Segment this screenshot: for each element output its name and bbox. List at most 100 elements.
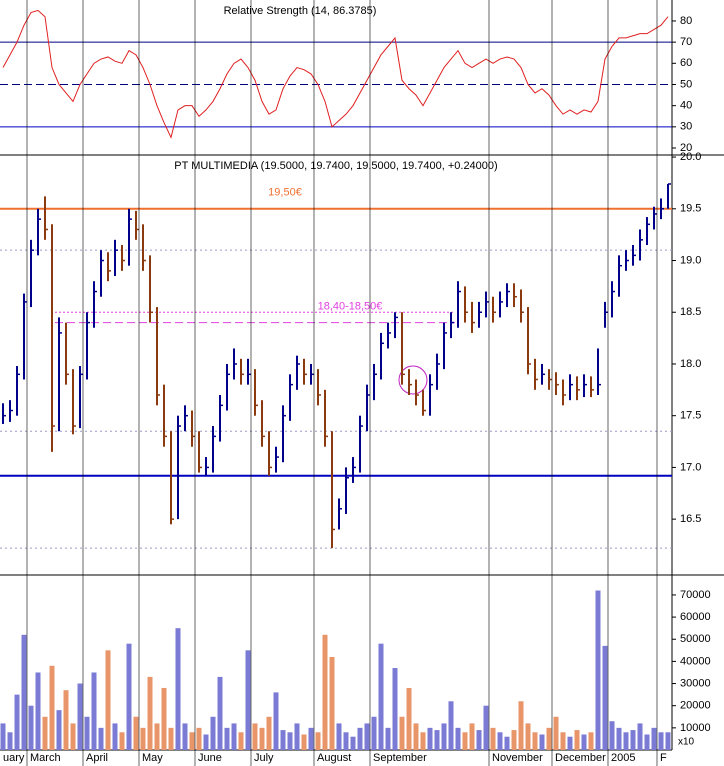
volume-bar [567, 736, 573, 750]
volume-bar [126, 643, 132, 750]
y-tick-label: 19.0 [680, 254, 701, 266]
volume-bar [448, 701, 454, 750]
y-tick-label: 20000 [680, 700, 711, 712]
volume-bar [539, 734, 545, 750]
volume-bar [196, 727, 202, 750]
volume-bar [595, 590, 601, 750]
level-label: 19,50€ [268, 187, 302, 199]
volume-bar [259, 727, 265, 750]
volume-bar [210, 716, 216, 750]
volume-bar [651, 727, 657, 750]
volume-bar [189, 732, 195, 750]
volume-bar [609, 721, 615, 750]
volume-bar [616, 727, 622, 750]
volume-bar [357, 727, 363, 750]
volume-bar [182, 723, 188, 750]
volume-bar [490, 727, 496, 750]
volume-bar [532, 732, 538, 750]
volume-bar [168, 727, 174, 750]
volume-bar [434, 730, 440, 750]
volume-bar [238, 732, 244, 750]
y-tick-label: 50000 [680, 633, 711, 645]
y-tick-label: 20.0 [680, 151, 701, 163]
volume-bar [560, 732, 566, 750]
volume-bar [28, 705, 34, 750]
level-label: 18,40-18,50€ [318, 300, 383, 312]
rsi-title: Relative Strength (14, 86.3785) [224, 5, 377, 17]
volume-bar [637, 723, 643, 750]
volume-bar [399, 716, 405, 750]
volume-bar [245, 650, 251, 750]
rsi-line [2, 9, 669, 139]
y-tick-label: 80 [680, 15, 692, 27]
volume-bar [665, 732, 671, 750]
x-tick-label: uary [3, 752, 25, 764]
volume-bar [392, 668, 398, 750]
volume-bar [0, 723, 6, 750]
volume-bar [553, 716, 559, 750]
volume-bar [98, 727, 104, 750]
x-tick-label: August [317, 752, 351, 764]
volume-bar [343, 732, 349, 750]
volume-bar [315, 732, 321, 750]
volume-bar [385, 727, 391, 750]
y-tick-label: 10000 [680, 722, 711, 734]
x-tick-label: May [142, 752, 163, 764]
volume-bar [133, 716, 139, 750]
volume-bar [574, 730, 580, 750]
unit-label: x10 [678, 737, 695, 748]
volume-bar [231, 723, 237, 750]
price-title: PT MULTIMEDIA (19.5000, 19.7400, 19.5000… [174, 160, 497, 172]
volume-bar [364, 723, 370, 750]
volume-bar [154, 723, 160, 750]
y-tick-label: 19.5 [680, 203, 701, 215]
volume-bar [224, 727, 230, 750]
volume-bar [378, 643, 384, 750]
volume-bar [252, 723, 258, 750]
volume-bar [406, 687, 412, 750]
volume-bar [336, 723, 342, 750]
volume-bar [161, 687, 167, 750]
volume-bar [266, 716, 272, 750]
volume-bar [119, 732, 125, 750]
volume-bar [77, 683, 83, 750]
volume-bar [63, 690, 69, 750]
y-tick-label: 18.0 [680, 358, 701, 370]
volume-bar [413, 723, 419, 750]
volume-bar [70, 723, 76, 750]
y-tick-label: 40 [680, 100, 692, 112]
volume-bar [546, 727, 552, 750]
volume-bar [518, 701, 524, 750]
x-tick-label: 2005 [611, 752, 635, 764]
x-tick-label: April [86, 752, 108, 764]
annotation-circle [398, 365, 428, 395]
volume-bar [175, 628, 181, 750]
volume-bar [217, 676, 223, 750]
volume-bar [21, 634, 27, 750]
volume-bar [469, 723, 475, 750]
volume-bar [14, 694, 20, 750]
y-tick-label: 30 [680, 121, 692, 133]
volume-bar [588, 732, 594, 750]
volume-bar [140, 727, 146, 750]
volume-bar [273, 692, 279, 750]
volume-bar [581, 734, 587, 750]
volume-bar [301, 734, 307, 750]
volume-bar [525, 723, 531, 750]
x-tick-label: June [198, 752, 222, 764]
volume-bar [511, 730, 517, 750]
volume-bar [35, 672, 41, 750]
volume-bar [84, 716, 90, 750]
volume-bar [420, 732, 426, 750]
volume-bar [308, 727, 314, 750]
volume-bar [630, 730, 636, 750]
y-tick-label: 17.0 [680, 461, 701, 473]
y-tick-label: 18.5 [680, 306, 701, 318]
y-tick-label: 70 [680, 36, 692, 48]
volume-bar [280, 730, 286, 750]
volume-bar [7, 732, 13, 750]
x-tick-label: F [660, 752, 667, 764]
x-tick-label: March [30, 752, 61, 764]
